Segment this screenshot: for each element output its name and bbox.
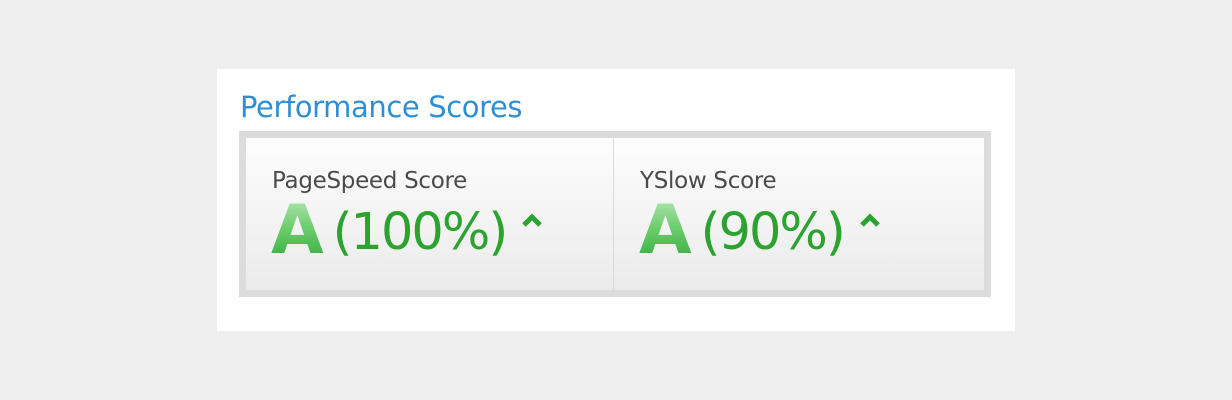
pagespeed-percent: (100%) bbox=[332, 203, 509, 262]
yslow-percent: (90%) bbox=[700, 203, 846, 262]
yslow-grade: A bbox=[639, 191, 692, 270]
pagespeed-score-cell: PageSpeed Score A (100%) bbox=[246, 138, 614, 290]
pagespeed-score-label: PageSpeed Score bbox=[272, 168, 468, 194]
yslow-score-label: YSlow Score bbox=[640, 168, 777, 194]
pagespeed-score-value: A (100%) bbox=[271, 196, 546, 266]
scores-panel: PageSpeed Score A (100%) YSlow Score A (… bbox=[239, 131, 991, 297]
pagespeed-grade: A bbox=[271, 191, 324, 270]
performance-scores-card: Performance Scores PageSpeed Score A (10… bbox=[217, 69, 1015, 331]
yslow-score-cell: YSlow Score A (90%) bbox=[614, 138, 984, 290]
chevron-up-icon bbox=[518, 204, 546, 266]
section-title: Performance Scores bbox=[240, 90, 523, 124]
chevron-up-icon bbox=[856, 204, 884, 266]
yslow-score-value: A (90%) bbox=[639, 196, 884, 266]
